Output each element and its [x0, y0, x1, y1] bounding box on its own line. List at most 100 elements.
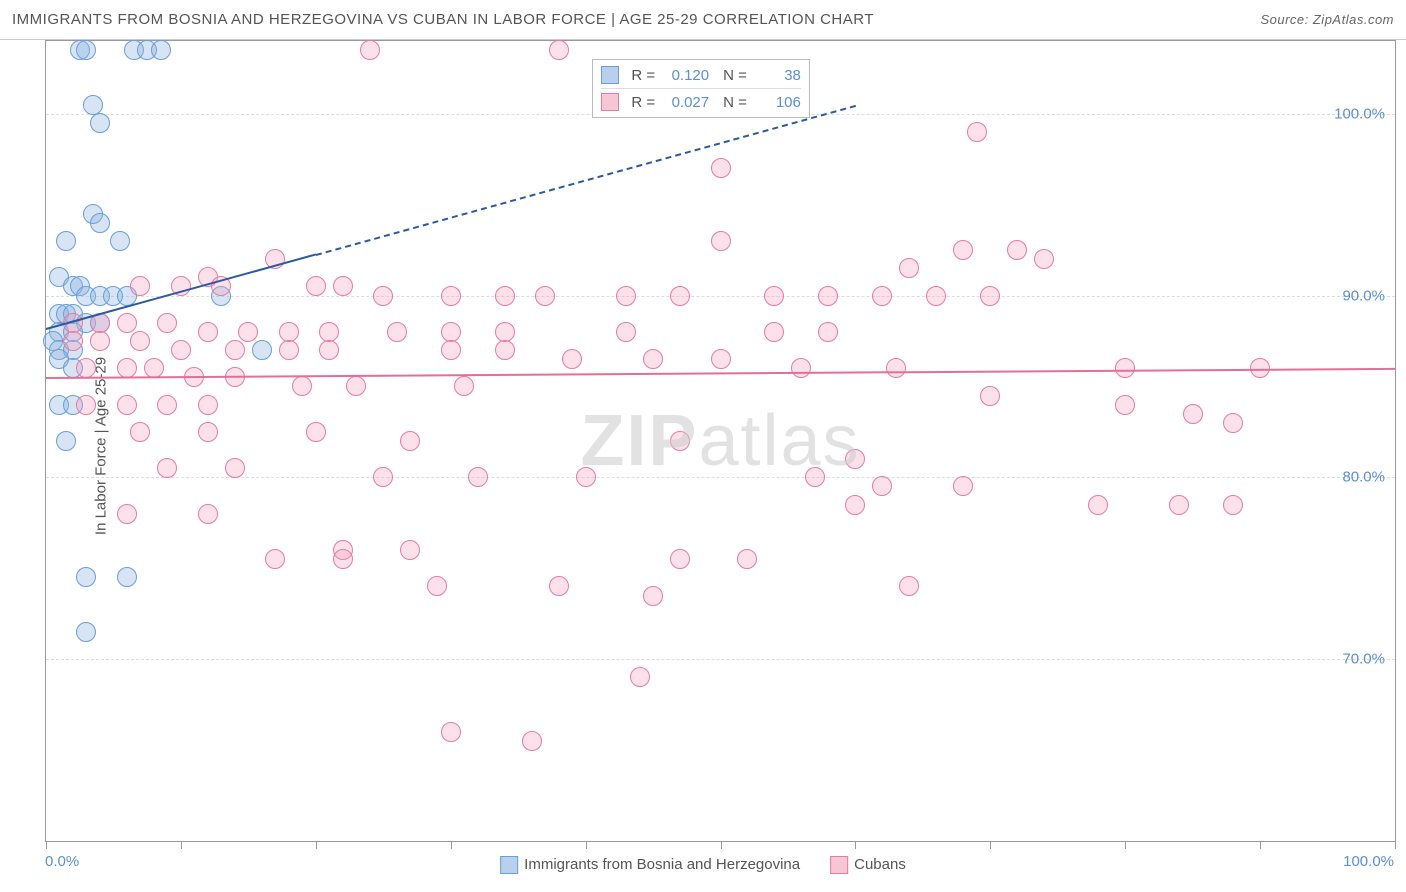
scatter-point-cubans — [279, 322, 299, 342]
scatter-point-cubans — [130, 276, 150, 296]
scatter-point-cubans — [225, 458, 245, 478]
x-tick — [990, 841, 991, 849]
x-tick — [1260, 841, 1261, 849]
x-axis-min-label: 0.0% — [45, 853, 79, 870]
scatter-point-cubans — [238, 322, 258, 342]
scatter-point-cubans — [400, 431, 420, 451]
scatter-point-cubans — [980, 286, 1000, 306]
chart-source: Source: ZipAtlas.com — [1260, 12, 1394, 27]
legend-bottom: Immigrants from Bosnia and Herzegovina Cu… — [500, 856, 906, 874]
scatter-point-bosnia — [56, 231, 76, 251]
scatter-point-cubans — [279, 340, 299, 360]
scatter-point-cubans — [373, 467, 393, 487]
scatter-point-cubans — [791, 358, 811, 378]
scatter-point-bosnia — [117, 567, 137, 587]
scatter-point-cubans — [670, 549, 690, 569]
scatter-point-cubans — [872, 286, 892, 306]
gridline-horizontal — [46, 296, 1395, 297]
legend-stats-box: R =0.120N =38R =0.027N =106 — [592, 59, 810, 118]
scatter-point-cubans — [495, 340, 515, 360]
scatter-point-cubans — [1223, 413, 1243, 433]
scatter-point-cubans — [387, 322, 407, 342]
scatter-point-cubans — [764, 286, 784, 306]
scatter-point-cubans — [1115, 358, 1135, 378]
scatter-point-cubans — [1007, 240, 1027, 260]
scatter-point-cubans — [441, 340, 461, 360]
scatter-point-cubans — [737, 549, 757, 569]
scatter-point-cubans — [764, 322, 784, 342]
scatter-point-bosnia — [76, 567, 96, 587]
scatter-point-cubans — [333, 276, 353, 296]
legend-stats-row: R =0.120N =38 — [601, 64, 801, 86]
scatter-point-cubans — [441, 286, 461, 306]
scatter-point-cubans — [319, 322, 339, 342]
x-axis-max-label: 100.0% — [1343, 853, 1394, 870]
gridline-horizontal — [46, 659, 1395, 660]
scatter-point-cubans — [643, 586, 663, 606]
scatter-point-cubans — [373, 286, 393, 306]
scatter-point-cubans — [130, 422, 150, 442]
x-tick — [46, 841, 47, 849]
chart-title: IMMIGRANTS FROM BOSNIA AND HERZEGOVINA V… — [12, 11, 874, 28]
scatter-point-cubans — [346, 376, 366, 396]
scatter-point-cubans — [454, 376, 474, 396]
scatter-point-bosnia — [76, 40, 96, 60]
scatter-point-cubans — [845, 449, 865, 469]
gridline-horizontal — [46, 477, 1395, 478]
scatter-point-cubans — [441, 722, 461, 742]
x-tick — [855, 841, 856, 849]
legend-item: Cubans — [830, 856, 906, 874]
scatter-point-cubans — [117, 358, 137, 378]
scatter-point-cubans — [117, 504, 137, 524]
scatter-point-bosnia — [56, 431, 76, 451]
x-tick — [316, 841, 317, 849]
scatter-point-bosnia — [110, 231, 130, 251]
scatter-point-cubans — [562, 349, 582, 369]
scatter-point-bosnia — [76, 622, 96, 642]
y-tick-label: 70.0% — [1342, 651, 1385, 668]
x-tick — [451, 841, 452, 849]
scatter-point-cubans — [63, 331, 83, 351]
y-tick-label: 100.0% — [1334, 105, 1385, 122]
scatter-point-cubans — [926, 286, 946, 306]
scatter-point-cubans — [845, 495, 865, 515]
scatter-point-cubans — [953, 240, 973, 260]
scatter-point-cubans — [198, 422, 218, 442]
scatter-point-cubans — [495, 322, 515, 342]
scatter-point-cubans — [306, 276, 326, 296]
scatter-point-cubans — [306, 422, 326, 442]
scatter-point-cubans — [899, 576, 919, 596]
scatter-point-cubans — [90, 331, 110, 351]
legend-item: Immigrants from Bosnia and Herzegovina — [500, 856, 800, 874]
x-tick — [586, 841, 587, 849]
scatter-point-cubans — [711, 231, 731, 251]
scatter-point-cubans — [616, 286, 636, 306]
scatter-point-cubans — [333, 549, 353, 569]
scatter-point-cubans — [1223, 495, 1243, 515]
y-tick-label: 80.0% — [1342, 469, 1385, 486]
scatter-point-cubans — [171, 340, 191, 360]
scatter-point-cubans — [616, 322, 636, 342]
scatter-point-cubans — [130, 331, 150, 351]
scatter-point-cubans — [76, 395, 96, 415]
chart-plot-area: 70.0% 80.0% 90.0% 100.0% R =0.120N =38R =0.0… — [45, 40, 1396, 842]
scatter-point-cubans — [630, 667, 650, 687]
scatter-point-cubans — [292, 376, 312, 396]
scatter-point-cubans — [157, 313, 177, 333]
scatter-point-cubans — [980, 386, 1000, 406]
x-tick — [721, 841, 722, 849]
scatter-point-cubans — [549, 576, 569, 596]
scatter-point-cubans — [198, 504, 218, 524]
scatter-point-cubans — [549, 40, 569, 60]
scatter-point-cubans — [1034, 249, 1054, 269]
y-tick-label: 90.0% — [1342, 287, 1385, 304]
scatter-point-cubans — [953, 476, 973, 496]
x-tick — [1125, 841, 1126, 849]
scatter-point-cubans — [265, 549, 285, 569]
scatter-point-cubans — [117, 313, 137, 333]
scatter-point-bosnia — [90, 213, 110, 233]
scatter-point-cubans — [818, 286, 838, 306]
scatter-point-cubans — [1183, 404, 1203, 424]
scatter-point-cubans — [441, 322, 461, 342]
scatter-point-cubans — [643, 349, 663, 369]
